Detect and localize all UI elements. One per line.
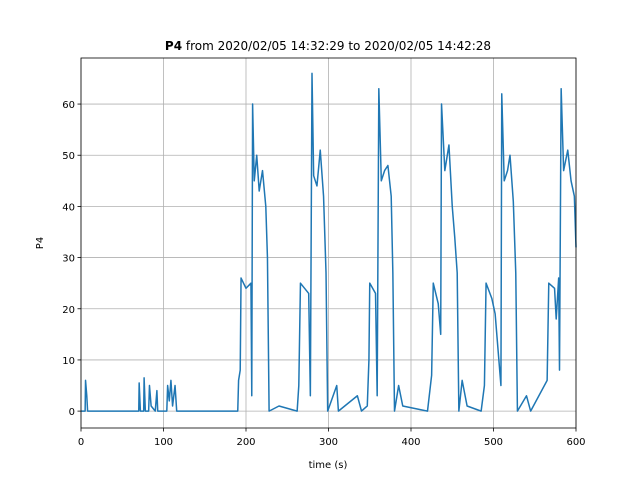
title-text: from 2020/02/05 14:32:29 to 2020/02/05 1… (186, 39, 491, 53)
y-tick-label: 0 (69, 407, 75, 418)
data-line (81, 72, 577, 412)
plot-area (80, 58, 577, 428)
x-tick-label: 0 (78, 437, 84, 448)
x-tick-label: 600 (566, 437, 585, 448)
title-label: P4 (165, 39, 182, 53)
y-tick-label: 10 (62, 356, 75, 367)
x-axis-label: time (s) (309, 460, 348, 471)
chart-title: P4 from 2020/02/05 14:32:29 to 2020/02/0… (165, 39, 491, 53)
x-tick-label: 300 (319, 437, 338, 448)
x-tick-label: 200 (236, 437, 255, 448)
y-tick-label: 20 (62, 305, 75, 316)
x-tick-label: 400 (401, 437, 420, 448)
y-tick-label: 60 (62, 100, 75, 111)
y-tick-label: 30 (62, 254, 75, 265)
x-tick-label: 100 (154, 437, 173, 448)
y-tick-label: 50 (62, 151, 75, 162)
y-axis-label: P4 (35, 237, 46, 249)
x-tick-label: 500 (484, 437, 503, 448)
y-tick-label: 40 (62, 202, 75, 213)
